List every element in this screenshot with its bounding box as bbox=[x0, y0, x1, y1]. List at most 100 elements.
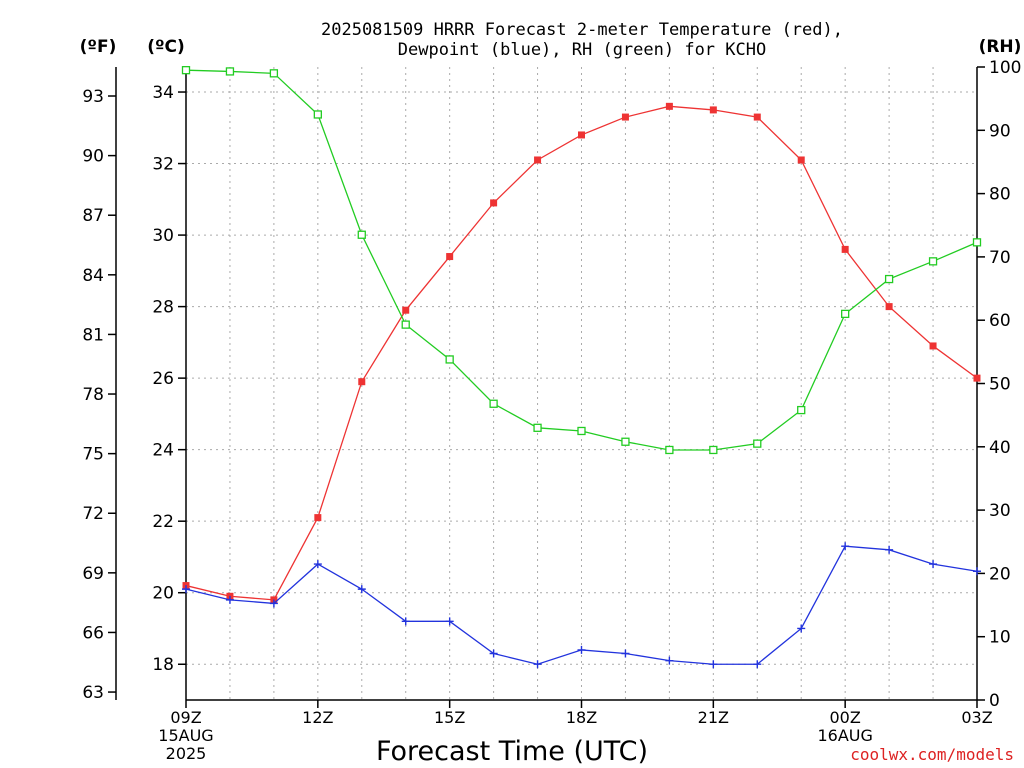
rh-tick-label: 60 bbox=[989, 311, 1011, 331]
celsius-tick-label: 34 bbox=[152, 83, 174, 103]
grid-lines bbox=[186, 67, 977, 700]
fahrenheit-tick-label: 66 bbox=[82, 623, 104, 643]
credit-text: coolwx.com/models bbox=[850, 745, 1014, 764]
dewpoint-point bbox=[577, 645, 586, 654]
rh-point bbox=[665, 445, 674, 455]
rh-tick-label: 90 bbox=[989, 121, 1011, 141]
dewpoint-point bbox=[885, 545, 894, 554]
rh-tick-label: 40 bbox=[989, 438, 1011, 458]
temperature-point bbox=[314, 514, 322, 522]
time-tick-label: 03Z bbox=[961, 708, 992, 727]
dewpoint-point bbox=[621, 649, 630, 658]
rh-axis-unit: (RH) bbox=[979, 37, 1022, 57]
rh-tick-label: 30 bbox=[989, 501, 1011, 521]
celsius-tick-label: 22 bbox=[152, 512, 174, 532]
rh-point bbox=[445, 355, 454, 364]
rh-point bbox=[972, 238, 982, 247]
dewpoint-point bbox=[533, 660, 542, 669]
chart-title-line-1: 2025081509 HRRR Forecast 2-meter Tempera… bbox=[321, 20, 843, 40]
series-temperature bbox=[182, 102, 981, 604]
fahrenheit-tick-label: 63 bbox=[82, 683, 104, 703]
dewpoint-point bbox=[753, 660, 762, 669]
dewpoint-point bbox=[401, 617, 410, 626]
series-dewpoint bbox=[182, 542, 981, 669]
rh-point bbox=[313, 110, 322, 119]
dewpoint-point bbox=[929, 560, 938, 569]
fahrenheit-axis-unit: (ºF) bbox=[80, 37, 117, 57]
rh-point bbox=[357, 230, 366, 239]
fahrenheit-tick-label: 72 bbox=[82, 504, 104, 524]
temperature-point bbox=[841, 245, 849, 253]
dewpoint-point bbox=[225, 595, 234, 604]
temperature-point bbox=[578, 131, 585, 139]
rh-point bbox=[533, 423, 542, 432]
temperature-point bbox=[885, 303, 893, 311]
dewpoint-point bbox=[709, 660, 718, 669]
rh-point bbox=[489, 399, 498, 408]
fahrenheit-tick-label: 90 bbox=[82, 147, 104, 167]
celsius-tick-label: 24 bbox=[152, 441, 174, 461]
time-tick-label: 18Z bbox=[566, 708, 597, 727]
time-tick-year-label: 2025 bbox=[166, 744, 207, 763]
fahrenheit-tick-label: 78 bbox=[82, 385, 104, 405]
temperature-point bbox=[797, 156, 805, 164]
rh-point bbox=[884, 274, 894, 284]
rh-tick-label: 10 bbox=[989, 628, 1011, 648]
temperature-point bbox=[929, 342, 937, 350]
rh-point bbox=[841, 309, 850, 319]
temperature-point bbox=[446, 253, 454, 261]
temperature-point bbox=[358, 378, 366, 386]
rh-tick-label: 50 bbox=[989, 375, 1011, 395]
dewpoint-point bbox=[665, 656, 674, 665]
rh-tick-label: 20 bbox=[989, 564, 1011, 584]
fahrenheit-tick-label: 87 bbox=[82, 206, 104, 226]
celsius-tick-label: 28 bbox=[152, 298, 174, 318]
rh-tick-label: 80 bbox=[989, 185, 1011, 205]
rh-point bbox=[709, 445, 718, 455]
dewpoint-point bbox=[269, 599, 278, 608]
time-tick-label: 21Z bbox=[698, 708, 729, 727]
chart-title-line-2: Dewpoint (blue), RH (green) for KCHO bbox=[398, 40, 766, 60]
celsius-tick-label: 26 bbox=[152, 369, 174, 389]
rh-point bbox=[797, 405, 806, 415]
celsius-tick-label: 18 bbox=[152, 655, 174, 675]
rh-tick-label: 0 bbox=[989, 691, 1000, 711]
rh-point bbox=[753, 439, 762, 448]
dewpoint-point bbox=[445, 617, 454, 626]
temperature-point bbox=[534, 156, 542, 164]
fahrenheit-tick-label: 75 bbox=[82, 445, 104, 465]
rh-point bbox=[181, 66, 191, 75]
time-tick-label: 00Z bbox=[830, 708, 861, 727]
temperature-point bbox=[665, 102, 673, 110]
rh-point bbox=[577, 426, 586, 436]
temperature-point bbox=[402, 306, 410, 314]
celsius-tick-label: 30 bbox=[152, 226, 174, 246]
temperature-point bbox=[753, 113, 761, 121]
time-tick-date-label: 15AUG bbox=[158, 726, 213, 745]
series-rh bbox=[181, 66, 982, 455]
rh-point bbox=[401, 320, 410, 329]
time-tick-label: 09Z bbox=[170, 708, 201, 727]
dewpoint-point bbox=[489, 649, 498, 658]
dewpoint-point bbox=[973, 567, 981, 576]
temperature-point bbox=[490, 199, 498, 207]
dewpoint-point bbox=[357, 585, 366, 594]
fahrenheit-tick-label: 69 bbox=[82, 564, 104, 584]
time-tick-label: 15Z bbox=[434, 708, 465, 727]
rh-tick-label: 100 bbox=[989, 58, 1021, 78]
data-series bbox=[181, 66, 982, 669]
celsius-axis-unit: (ºC) bbox=[147, 37, 185, 57]
dewpoint-point bbox=[841, 542, 850, 551]
rh-point bbox=[928, 257, 938, 266]
rh-tick-label: 70 bbox=[989, 248, 1011, 268]
dewpoint-point bbox=[182, 585, 190, 594]
temperature-point bbox=[973, 374, 981, 382]
rh-point bbox=[269, 69, 279, 78]
rh-point bbox=[225, 67, 235, 76]
temperature-line bbox=[185, 105, 978, 601]
rh-point bbox=[621, 437, 630, 446]
time-tick-date-label: 16AUG bbox=[817, 726, 872, 745]
temperature-point bbox=[621, 113, 629, 121]
temperature-point bbox=[709, 106, 717, 114]
